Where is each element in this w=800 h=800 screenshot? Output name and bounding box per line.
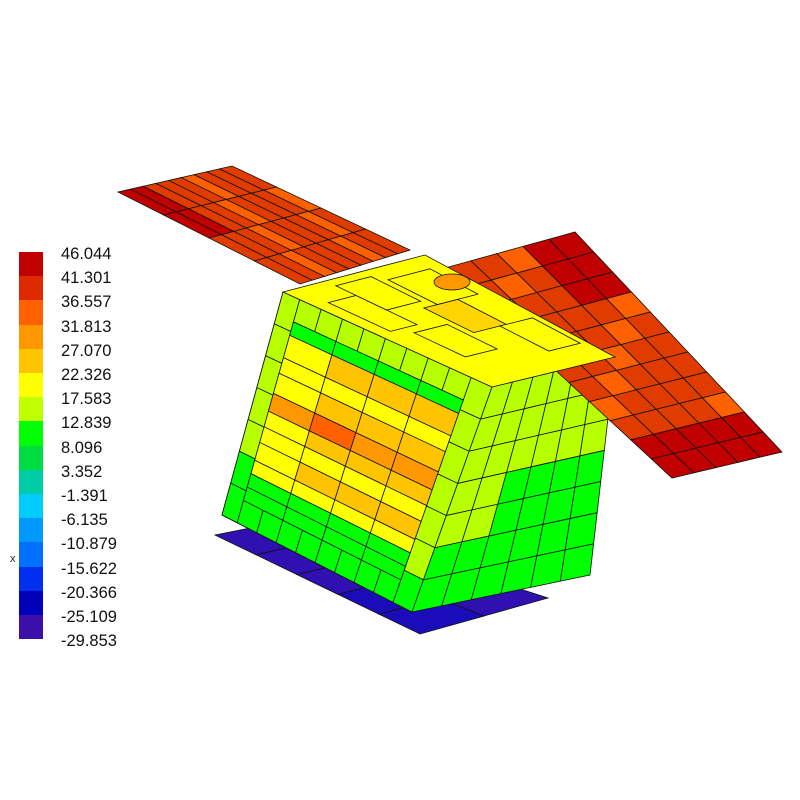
legend-band: [19, 397, 43, 422]
axis-label: x: [10, 553, 16, 565]
legend-label: -6.135: [61, 511, 108, 530]
legend-label: -10.879: [61, 535, 117, 554]
legend-label: 41.301: [61, 269, 112, 288]
legend-band: [19, 373, 43, 398]
legend-band: [19, 469, 43, 494]
top-face-antenna: [433, 273, 471, 291]
legend-label: 31.813: [61, 317, 112, 336]
legend-band: [19, 518, 43, 543]
legend-label: -15.622: [61, 559, 117, 578]
legend-label: 17.583: [61, 390, 112, 409]
base-plate-cell: [377, 597, 486, 635]
legend-label: 3.352: [61, 462, 103, 481]
legend-label: -1.391: [61, 487, 108, 505]
top-face-component: [334, 276, 422, 311]
legend-label: -20.366: [61, 583, 117, 602]
legend-band: [19, 421, 43, 446]
legend-band: [19, 566, 43, 591]
legend-band: [19, 276, 43, 301]
legend-band: [19, 615, 43, 640]
left-solar-panel-cell: [352, 228, 412, 255]
legend-label: 22.326: [61, 366, 112, 384]
interior-shelf-cell: [360, 545, 406, 581]
legend-band: [19, 300, 43, 325]
legend-band: [19, 445, 43, 470]
legend-band: [19, 590, 43, 615]
legend-band: [19, 252, 43, 277]
legend-label: -25.109: [61, 608, 117, 626]
legend-label: 12.839: [61, 414, 112, 433]
top-face-component: [498, 317, 582, 352]
top-face-component: [412, 324, 499, 358]
top-face-component: [386, 268, 480, 305]
legend-label: 27.070: [61, 341, 112, 360]
top-face-component: [327, 295, 419, 332]
right-solar-panel-cell: [740, 431, 783, 458]
legend-label: -29.853: [61, 632, 117, 651]
legend-label: 36.557: [61, 293, 112, 312]
legend-band: [19, 348, 43, 373]
right-face-cell: [559, 543, 595, 582]
legend-label: 46.044: [61, 245, 112, 263]
legend-band: [19, 542, 43, 567]
legend-band: [19, 494, 43, 519]
legend-label: 8.096: [61, 438, 103, 457]
legend-band: [19, 324, 43, 349]
